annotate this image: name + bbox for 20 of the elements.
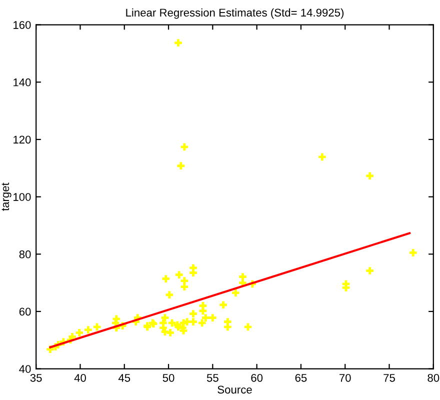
x-tick-label: 45 — [118, 374, 130, 382]
y-tick-label: 80 — [19, 250, 31, 258]
x-tick-label: 75 — [384, 374, 395, 382]
y-tick-label: 120 — [14, 136, 31, 144]
y-axis-title: target — [2, 182, 12, 211]
x-tick-label: 80 — [428, 374, 440, 382]
x-tick-label: 70 — [339, 374, 351, 382]
chart-title: Linear Regression Estimates (Std= 14.9925) — [126, 8, 344, 19]
x-tick-label: 60 — [251, 374, 263, 382]
y-tick-label: 160 — [14, 21, 31, 29]
y-tick-label: 100 — [14, 193, 31, 201]
x-tick-label: 50 — [162, 374, 174, 382]
x-tick-label: 40 — [74, 374, 86, 382]
x-tick-label: 55 — [206, 374, 218, 382]
y-tick-label: 60 — [19, 308, 31, 316]
x-tick-label: 35 — [30, 374, 42, 382]
x-tick-label: 65 — [295, 374, 307, 382]
y-tick-label: 40 — [19, 365, 31, 373]
x-axis-title: Source — [218, 386, 252, 394]
y-tick-label: 140 — [14, 78, 31, 86]
